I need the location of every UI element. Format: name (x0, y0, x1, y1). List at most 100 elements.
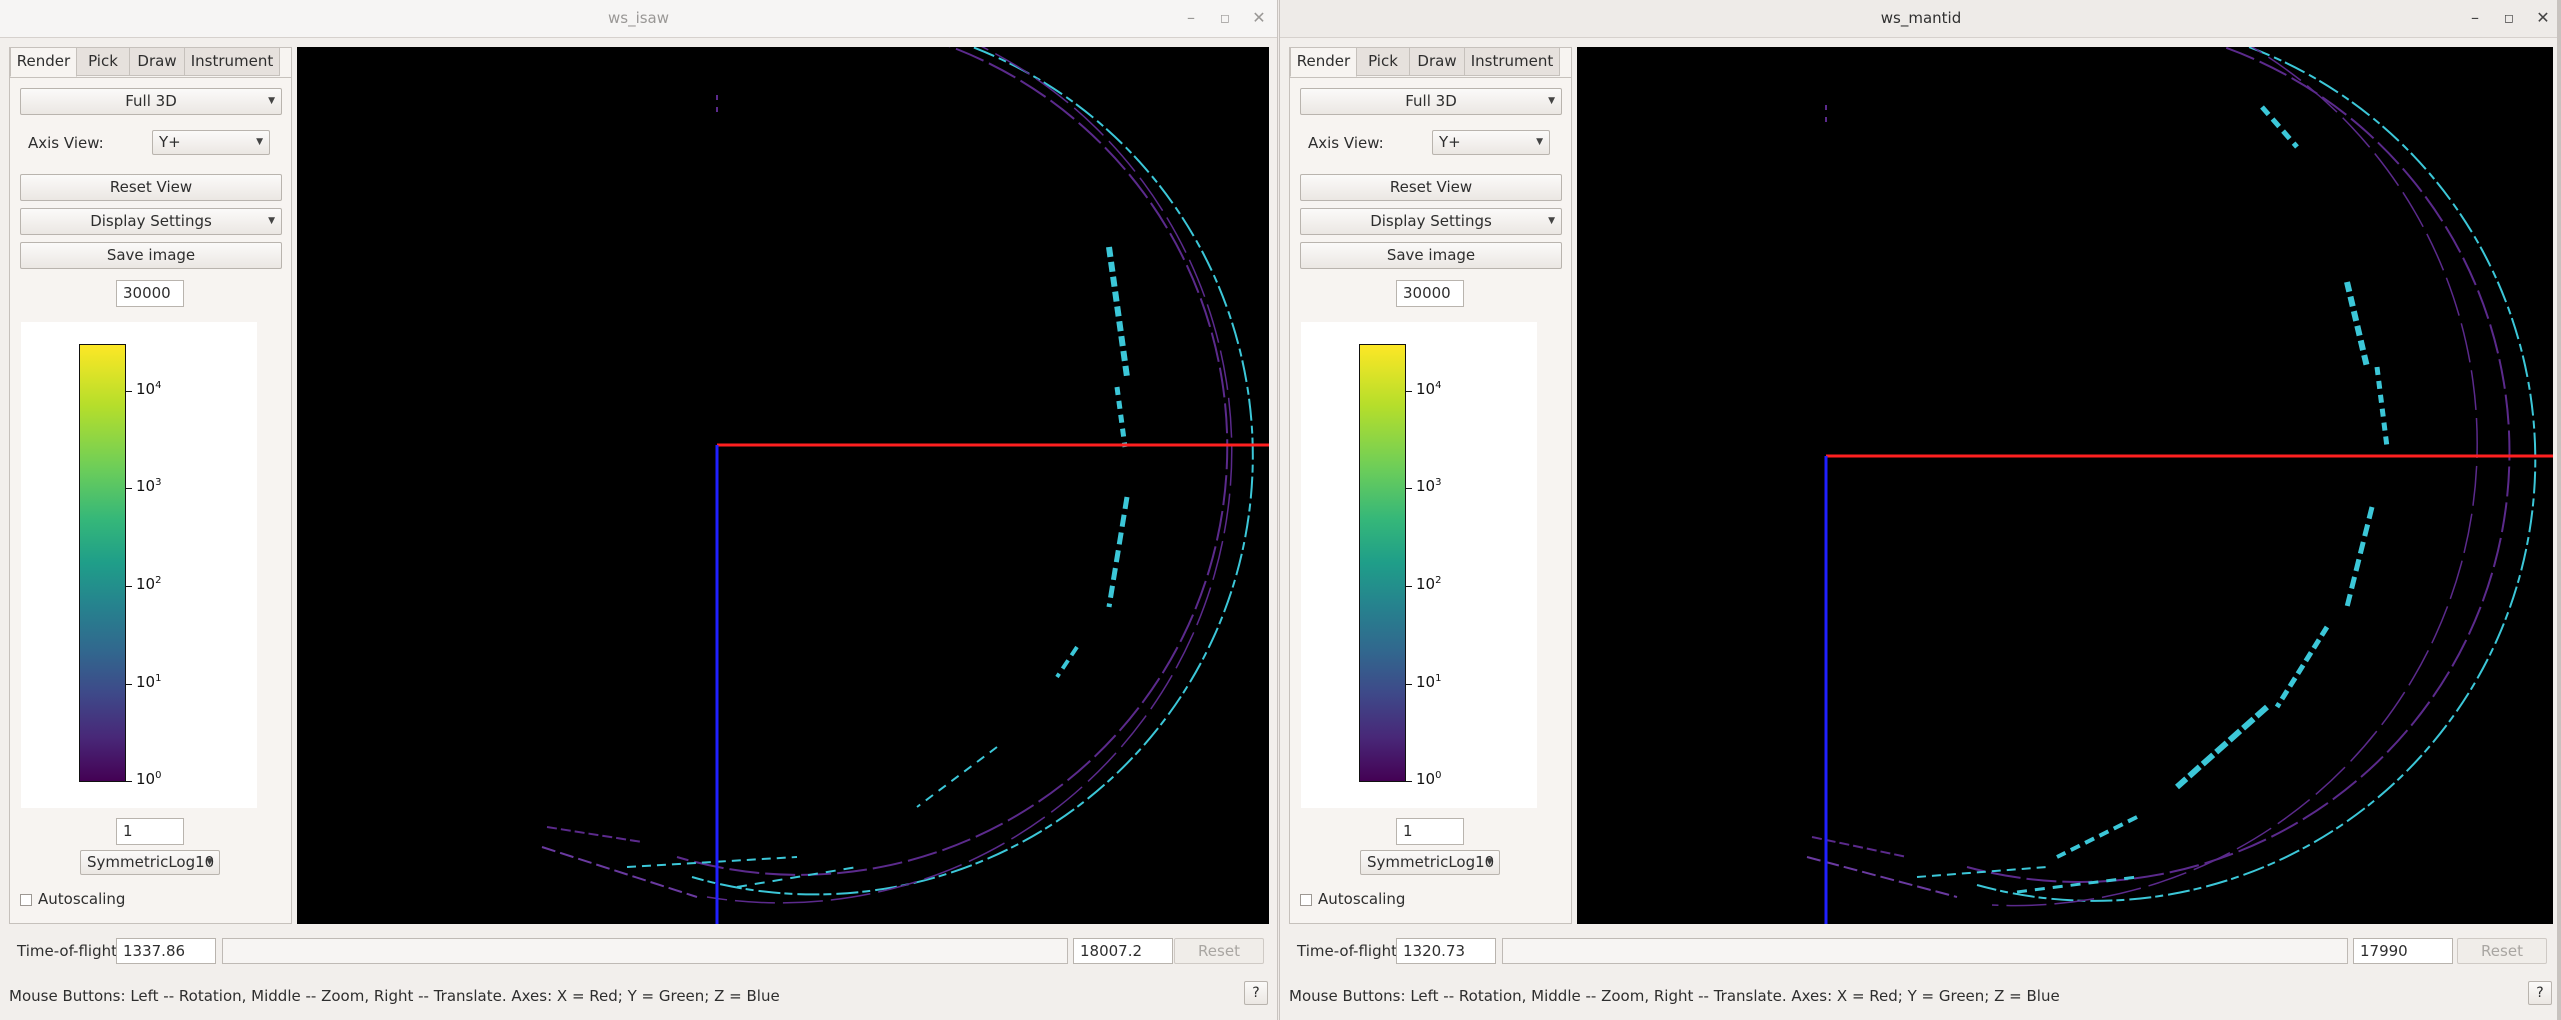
autoscaling-checkbox[interactable] (20, 894, 32, 906)
tab-draw[interactable]: Draw (129, 47, 185, 76)
detector-banks (541, 47, 1254, 904)
display-settings-button[interactable]: Display Settings ▼ (20, 208, 282, 235)
tof-max-field[interactable]: 18007.2 (1073, 938, 1173, 964)
chevron-down-icon: ▼ (268, 216, 275, 226)
save-image-button[interactable]: Save image (1300, 242, 1562, 269)
colorbar-tick-label: 102 (136, 575, 162, 593)
minimize-icon[interactable]: – (2471, 8, 2479, 27)
window-title: ws_isaw (607, 9, 670, 27)
axis-view-label: Axis View: (1308, 134, 1384, 152)
reset-view-button[interactable]: Reset View (1300, 174, 1562, 201)
colorbar-tick (1406, 391, 1412, 392)
max-value-field[interactable]: 30000 (116, 280, 184, 307)
control-panel: Render Pick Draw Instrument Full 3D ▼ Ax… (1289, 47, 1572, 924)
colorbar-gradient[interactable] (79, 344, 126, 782)
colorbar-tick (1406, 488, 1412, 489)
reset-view-button[interactable]: Reset View (20, 174, 282, 201)
tab-instrument[interactable]: Instrument (184, 47, 280, 76)
chevron-down-icon: ▼ (1536, 137, 1543, 147)
render-mode-select[interactable]: Full 3D ▼ (20, 88, 282, 115)
max-value-field[interactable]: 30000 (1396, 280, 1464, 307)
tab-render[interactable]: Render (10, 47, 77, 77)
tof-label: Time-of-flight (1297, 942, 1397, 960)
autoscaling-checkbox[interactable] (1300, 894, 1312, 906)
save-image-button[interactable]: Save image (20, 242, 282, 269)
tab-pick[interactable]: Pick (76, 47, 130, 76)
chevron-down-icon: ▼ (206, 857, 213, 867)
colorbar-tick-label: 101 (1416, 673, 1442, 691)
colorbar-tick (1406, 586, 1412, 587)
close-icon[interactable]: ✕ (2536, 8, 2550, 27)
colorbar-panel: 104 103 102 101 100 (21, 322, 257, 808)
render-mode-value: Full 3D (125, 92, 177, 110)
colorbar-tick-label: 101 (136, 673, 162, 691)
colorbar-tick-label: 103 (1416, 477, 1442, 495)
tof-max-field[interactable]: 17990 (2353, 938, 2453, 964)
instrument-render[interactable] (297, 47, 1269, 924)
time-of-flight-bar: Time-of-flight 1337.86 18007.2 Reset (0, 936, 1277, 968)
status-bar-text: Mouse Buttons: Left -- Rotation, Middle … (1289, 987, 2060, 1005)
chevron-down-icon: ▼ (1486, 857, 1493, 867)
tof-min-field[interactable]: 1337.86 (116, 938, 216, 964)
tab-pick[interactable]: Pick (1356, 47, 1410, 76)
axis-view-select[interactable]: Y+ ▼ (1432, 130, 1550, 155)
instrument-window-mantid: ws_mantid – ◻ ✕ Render Pick Draw Instrum… (1279, 0, 2561, 1020)
control-panel: Render Pick Draw Instrument Full 3D ▼ Ax… (9, 47, 292, 924)
axis-view-label: Axis View: (28, 134, 104, 152)
tof-range-slider[interactable] (1502, 938, 2348, 964)
colorbar-tick-label: 100 (136, 770, 162, 788)
min-value-field[interactable]: 1 (116, 818, 184, 845)
close-icon[interactable]: ✕ (1252, 8, 1266, 27)
instrument-3d-view[interactable] (297, 47, 1269, 924)
tab-render[interactable]: Render (1290, 47, 1357, 77)
colorbar-tick (126, 391, 132, 392)
help-button[interactable]: ? (1244, 981, 1268, 1005)
axis-view-select[interactable]: Y+ ▼ (152, 130, 270, 155)
title-bar[interactable]: ws_isaw – ◻ ✕ (0, 0, 1277, 38)
display-settings-button[interactable]: Display Settings ▼ (1300, 208, 1562, 235)
scale-type-value: SymmetricLog10 (87, 853, 215, 871)
minimize-icon[interactable]: – (1187, 8, 1195, 27)
tab-instrument[interactable]: Instrument (1464, 47, 1560, 76)
help-button[interactable]: ? (2528, 981, 2552, 1005)
colorbar-tick-label: 100 (1416, 770, 1442, 788)
tab-draw[interactable]: Draw (1409, 47, 1465, 76)
display-settings-label: Display Settings (90, 212, 212, 230)
autoscaling-label: Autoscaling (38, 890, 126, 908)
tof-reset-button[interactable]: Reset (2457, 938, 2547, 964)
scale-type-select[interactable]: SymmetricLog10 ▼ (80, 850, 220, 875)
render-mode-select[interactable]: Full 3D ▼ (1300, 88, 1562, 115)
colorbar-tick (1406, 781, 1412, 782)
axis-view-value: Y+ (159, 133, 181, 151)
maximize-icon[interactable]: ◻ (2504, 11, 2514, 25)
scale-type-value: SymmetricLog10 (1367, 853, 1495, 871)
render-mode-value: Full 3D (1405, 92, 1457, 110)
chevron-down-icon: ▼ (268, 96, 275, 106)
colorbar-gradient[interactable] (1359, 344, 1406, 782)
time-of-flight-bar: Time-of-flight 1320.73 17990 Reset (1280, 936, 2561, 968)
instrument-window-isaw: ws_isaw – ◻ ✕ Render Pick Draw Instrumen… (0, 0, 1278, 1020)
colorbar-tick (126, 488, 132, 489)
instrument-render[interactable] (1577, 47, 2553, 924)
colorbar-panel: 104 103 102 101 100 (1301, 322, 1537, 808)
colorbar-tick-label: 104 (1416, 380, 1442, 398)
chevron-down-icon: ▼ (1548, 216, 1555, 226)
min-value-field[interactable]: 1 (1396, 818, 1464, 845)
tof-reset-button[interactable]: Reset (1174, 938, 1264, 964)
tof-min-field[interactable]: 1320.73 (1396, 938, 1496, 964)
colorbar-tick-label: 102 (1416, 575, 1442, 593)
autoscaling-label: Autoscaling (1318, 890, 1406, 908)
chevron-down-icon: ▼ (1548, 96, 1555, 106)
tof-range-slider[interactable] (222, 938, 1068, 964)
maximize-icon[interactable]: ◻ (1220, 11, 1230, 25)
window-title: ws_mantid (1880, 9, 1962, 27)
chevron-down-icon: ▼ (256, 137, 263, 147)
colorbar-tick (1406, 684, 1412, 685)
display-settings-label: Display Settings (1370, 212, 1492, 230)
title-bar[interactable]: ws_mantid – ◻ ✕ (1280, 0, 2561, 38)
tof-label: Time-of-flight (17, 942, 117, 960)
tab-bar: Render Pick Draw Instrument (10, 47, 291, 78)
colorbar-tick (126, 684, 132, 685)
scale-type-select[interactable]: SymmetricLog10 ▼ (1360, 850, 1500, 875)
instrument-3d-view[interactable] (1577, 47, 2553, 924)
